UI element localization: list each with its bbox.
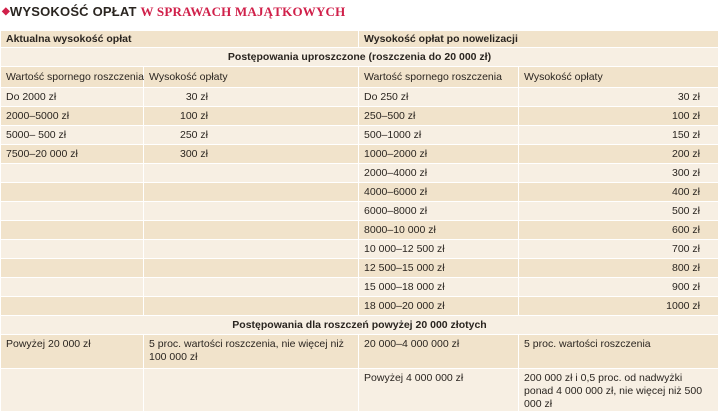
table-row: 8000–10 000 zł 600 zł bbox=[0, 220, 720, 240]
table-row: 7500–20 000 zł 300 zł 1000–2000 zł 200 zł bbox=[0, 144, 720, 164]
new-fee-cell: 200 000 zł i 0,5 proc. od nadwyżki ponad… bbox=[518, 368, 720, 412]
table-row: Postępowania dla roszczeń powyżej 20 000… bbox=[0, 315, 720, 335]
new-value-cell: Powyżej 4 000 000 zł bbox=[358, 368, 520, 412]
new-fee-cell: 400 zł bbox=[518, 182, 720, 202]
header-new: Wysokość opłat po nowelizacji bbox=[358, 30, 720, 48]
bullet-icon: ◆ bbox=[2, 6, 10, 17]
table-row: Powyżej 20 000 zł 5 proc. wartości roszcz… bbox=[0, 334, 720, 369]
new-fee-cell: 5 proc. wartości roszczenia bbox=[518, 334, 720, 369]
table-row: 10 000–12 500 zł 700 zł bbox=[0, 239, 720, 259]
new-value-cell: 18 000–20 000 zł bbox=[358, 296, 520, 316]
current-value-cell bbox=[0, 296, 144, 316]
current-fee-cell bbox=[142, 163, 360, 183]
new-value-cell: 6000–8000 zł bbox=[358, 201, 520, 221]
current-value-cell bbox=[0, 163, 144, 183]
new-value-cell: 15 000–18 000 zł bbox=[358, 277, 520, 297]
section1-title: Postępowania uproszczone (roszczenia do … bbox=[0, 47, 720, 67]
new-value-cell: 8000–10 000 zł bbox=[358, 220, 520, 240]
col-header-fee: Wysokość opłaty bbox=[142, 66, 360, 88]
current-fee-cell bbox=[142, 368, 360, 412]
current-value-cell bbox=[0, 368, 144, 412]
current-value-cell bbox=[0, 201, 144, 221]
new-value-cell: 500–1000 zł bbox=[358, 125, 520, 145]
table-row: Powyżej 4 000 000 zł 200 000 zł i 0,5 pro… bbox=[0, 368, 720, 412]
new-fee-cell: 200 zł bbox=[518, 144, 720, 164]
new-value-cell: 20 000–4 000 000 zł bbox=[358, 334, 520, 369]
new-fee-cell: 800 zł bbox=[518, 258, 720, 278]
current-fee-cell: 100 zł bbox=[142, 106, 360, 126]
current-value-cell bbox=[0, 258, 144, 278]
new-value-cell: 250–500 zł bbox=[358, 106, 520, 126]
current-fee-cell: 250 zł bbox=[142, 125, 360, 145]
current-fee-cell bbox=[142, 277, 360, 297]
col-header-value: Wartość spornego roszczenia bbox=[358, 66, 520, 88]
new-fee-cell: 100 zł bbox=[518, 106, 720, 126]
table-row: 12 500–15 000 zł 800 zł bbox=[0, 258, 720, 278]
current-value-cell: 5000– 500 zł bbox=[0, 125, 144, 145]
table-row: 6000–8000 zł 500 zł bbox=[0, 201, 720, 221]
page-title: ◆WYSOKOŚĆ OPŁAT W SPRAWACH MAJĄTKOWYCH bbox=[2, 4, 346, 19]
new-value-cell: 1000–2000 zł bbox=[358, 144, 520, 164]
table-row: 2000–5000 zł 100 zł 250–500 zł 100 zł bbox=[0, 106, 720, 126]
current-value-cell bbox=[0, 182, 144, 202]
current-fee-cell: 5 proc. wartości roszczenia, nie więcej … bbox=[142, 334, 360, 369]
table-row: 2000–4000 zł 300 zł bbox=[0, 163, 720, 183]
new-value-cell: Do 250 zł bbox=[358, 87, 520, 107]
current-value-cell bbox=[0, 220, 144, 240]
current-fee-cell: 30 zł bbox=[142, 87, 360, 107]
new-fee-cell: 30 zł bbox=[518, 87, 720, 107]
new-value-cell: 2000–4000 zł bbox=[358, 163, 520, 183]
current-fee-cell bbox=[142, 182, 360, 202]
new-value-cell: 10 000–12 500 zł bbox=[358, 239, 520, 259]
col-header-value: Wartość spornego roszczenia bbox=[0, 66, 144, 88]
current-fee-cell bbox=[142, 220, 360, 240]
table-row: 15 000–18 000 zł 900 zł bbox=[0, 277, 720, 297]
current-value-cell: 7500–20 000 zł bbox=[0, 144, 144, 164]
new-fee-cell: 150 zł bbox=[518, 125, 720, 145]
header-current: Aktualna wysokość opłat bbox=[0, 30, 360, 48]
current-fee-cell bbox=[142, 296, 360, 316]
current-fee-cell bbox=[142, 258, 360, 278]
section2-title: Postępowania dla roszczeń powyżej 20 000… bbox=[0, 315, 720, 335]
current-value-cell bbox=[0, 277, 144, 297]
column-header-row: Wartość spornego roszczenia Wysokość opł… bbox=[0, 66, 720, 88]
current-value-cell bbox=[0, 239, 144, 259]
new-fee-cell: 500 zł bbox=[518, 201, 720, 221]
current-value-cell: 2000–5000 zł bbox=[0, 106, 144, 126]
new-fee-cell: 900 zł bbox=[518, 277, 720, 297]
table-row: 5000– 500 zł 250 zł 500–1000 zł 150 zł bbox=[0, 125, 720, 145]
current-fee-cell bbox=[142, 239, 360, 259]
table-header-row: Aktualna wysokość opłat Wysokość opłat p… bbox=[0, 30, 720, 48]
table-row: Do 2000 zł 30 zł Do 250 zł 30 zł bbox=[0, 87, 720, 107]
new-fee-cell: 600 zł bbox=[518, 220, 720, 240]
fees-table: Aktualna wysokość opłat Wysokość opłat p… bbox=[0, 30, 720, 412]
col-header-fee: Wysokość opłaty bbox=[518, 66, 720, 88]
table-row: 18 000–20 000 zł 1000 zł bbox=[0, 296, 720, 316]
current-fee-cell bbox=[142, 201, 360, 221]
new-value-cell: 12 500–15 000 zł bbox=[358, 258, 520, 278]
current-value-cell: Do 2000 zł bbox=[0, 87, 144, 107]
new-fee-cell: 300 zł bbox=[518, 163, 720, 183]
new-fee-cell: 1000 zł bbox=[518, 296, 720, 316]
table-row: 4000–6000 zł 400 zł bbox=[0, 182, 720, 202]
new-fee-cell: 700 zł bbox=[518, 239, 720, 259]
new-value-cell: 4000–6000 zł bbox=[358, 182, 520, 202]
section-row: Postępowania uproszczone (roszczenia do … bbox=[0, 47, 720, 67]
current-value-cell: Powyżej 20 000 zł bbox=[0, 334, 144, 369]
current-fee-cell: 300 zł bbox=[142, 144, 360, 164]
